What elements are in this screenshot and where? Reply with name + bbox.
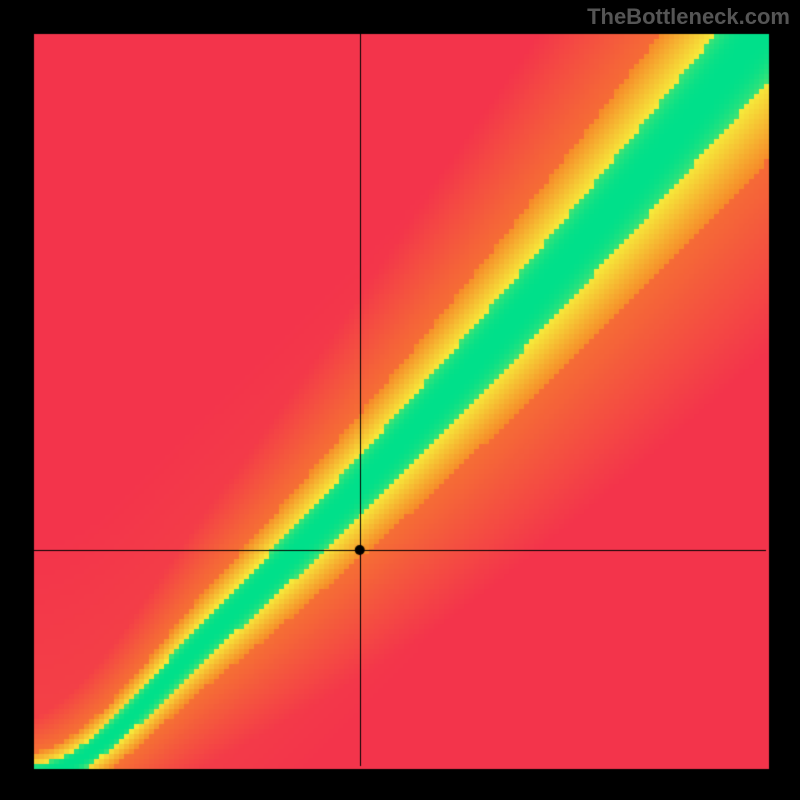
chart-container: { "watermark": { "text": "TheBottleneck.… <box>0 0 800 800</box>
bottleneck-heatmap <box>0 0 800 800</box>
